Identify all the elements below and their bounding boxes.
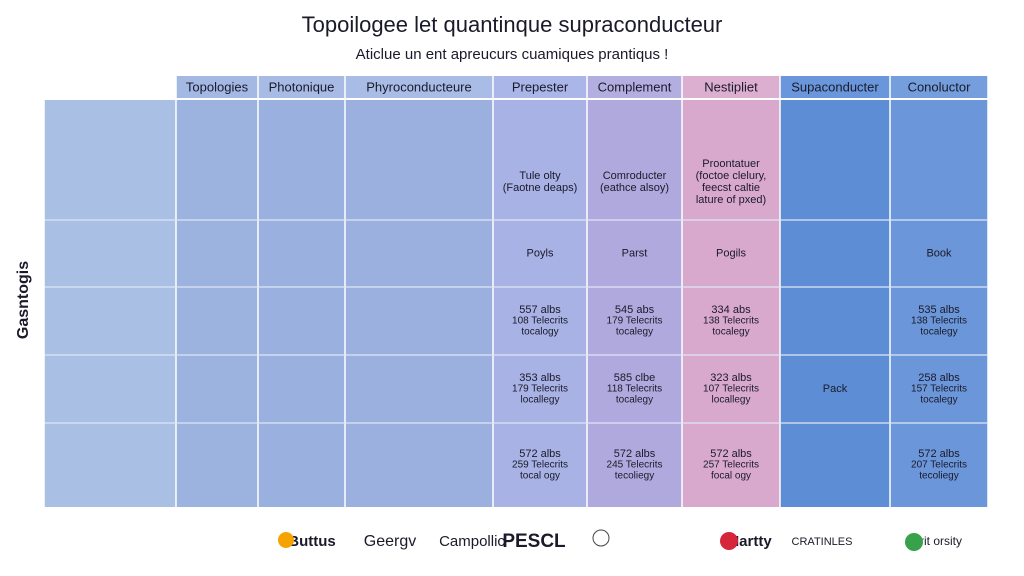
column-body: [890, 98, 988, 507]
cell-text: tocalegy: [712, 327, 749, 338]
cell-text: locallegy: [712, 395, 751, 406]
cell-text: tocalogy: [521, 327, 558, 338]
cell-text: feecst caltie: [702, 182, 760, 194]
column-header: [587, 76, 682, 98]
cell-text: Comroducter: [603, 170, 667, 182]
column-header: [176, 76, 258, 98]
cell-text: 179 Telecrits: [607, 316, 663, 327]
column-header: [890, 76, 988, 98]
cell-text: Tule olty: [519, 170, 561, 182]
cell-text: 572 albs: [519, 448, 561, 460]
cell-text: 138 Telecrits: [703, 316, 759, 327]
cell-text: 585 clbe: [614, 372, 656, 384]
cell-text: lature of pxed): [696, 194, 766, 206]
column-header: [780, 76, 890, 98]
column-header: [258, 76, 345, 98]
partner-logo: PESCL: [502, 531, 566, 552]
cell-text: 353 albs: [519, 372, 561, 384]
row-label: Gasntogis: [15, 261, 32, 339]
cell-text: 259 Telecrits: [512, 460, 568, 471]
cell-text: tocalegy: [920, 395, 957, 406]
subtitle: Aticlue un ent apreucurs cuamiques prant…: [356, 46, 669, 63]
cell-text: Parst: [622, 247, 648, 259]
cell-text: 535 albs: [918, 304, 960, 316]
title: Topoilogee let quantinque supraconducteu…: [302, 12, 723, 37]
cell-text: 572 albs: [918, 448, 960, 460]
cell-text: 323 albs: [710, 372, 752, 384]
cell-text: tocalegy: [920, 327, 957, 338]
column-body: [780, 98, 890, 507]
partner-logo: Hartty: [728, 533, 772, 550]
cell-text: tecoliegy: [919, 471, 958, 482]
cell-text: tecoliegy: [615, 471, 654, 482]
column-header-text: Complement: [598, 79, 672, 94]
cell-text: 572 albs: [710, 448, 752, 460]
column-body: [682, 98, 780, 507]
cell-text: 157 Telecrits: [911, 384, 967, 395]
cell-text: 107 Telecrits: [703, 384, 759, 395]
cell-text: 572 albs: [614, 448, 656, 460]
column-header-text: Nestipliet: [704, 79, 758, 94]
cell-text: 258 albs: [918, 372, 960, 384]
cell-text: (Faotne deaps): [503, 182, 578, 194]
cell-text: Poyls: [527, 247, 554, 259]
column-header-text: Supaconducter: [791, 79, 879, 94]
cell-text: 138 Telecrits: [911, 316, 967, 327]
cell-text: tocalegy: [616, 327, 653, 338]
cell-text: (foctoe clelury,: [696, 170, 767, 182]
column-header-text: Photonique: [269, 79, 335, 94]
column-header: [493, 76, 587, 98]
logo-icon: [278, 532, 294, 548]
column-body: [345, 98, 493, 507]
left-column: [44, 100, 176, 507]
logo-icon: [592, 529, 610, 547]
column-header-text: Conoluctor: [908, 79, 972, 94]
partner-logo: Geergv: [364, 533, 416, 550]
logo-icon: [905, 533, 923, 551]
cell-text: 557 albs: [519, 304, 561, 316]
cell-text: tocalegy: [616, 395, 653, 406]
cell-text: 257 Telecrits: [703, 460, 759, 471]
column-header-text: Topologies: [186, 79, 249, 94]
cell-text: 207 Telecrits: [911, 460, 967, 471]
column-body: [176, 98, 258, 507]
logo-icon: [720, 532, 738, 550]
partner-logo: Buttus: [288, 533, 336, 550]
column-body: [587, 98, 682, 507]
column-header-text: Prepester: [512, 79, 569, 94]
column-body: [493, 98, 587, 507]
cell-text: 179 Telecrits: [512, 384, 568, 395]
cell-text: Pack: [823, 383, 848, 395]
cell-text: Proontatuer: [702, 158, 760, 170]
cell-text: 545 abs: [615, 304, 655, 316]
column-header-text: Phyroconducteure: [366, 79, 472, 94]
table: Topologies Photonique Phyroconducteure Prep…: [43, 76, 989, 507]
cell-text: Pogils: [716, 247, 746, 259]
column-header: [345, 76, 493, 98]
cell-text: tocal ogy: [520, 471, 560, 482]
cell-text: (eathce alsoy): [600, 182, 669, 194]
cell-text: locallegy: [521, 395, 560, 406]
cell-text: 108 Telecrits: [512, 316, 568, 327]
partner-logo: Campollic: [439, 533, 505, 550]
partner-logo: CRATINLES: [792, 536, 853, 548]
column-header: [682, 76, 780, 98]
column-body: [258, 98, 345, 507]
cell-text: 118 Telecrits: [607, 384, 662, 395]
cell-text: Book: [926, 247, 952, 259]
cell-text: 245 Telecrits: [607, 460, 663, 471]
cell-text: focal ogy: [711, 471, 751, 482]
cell-text: 334 abs: [711, 304, 751, 316]
